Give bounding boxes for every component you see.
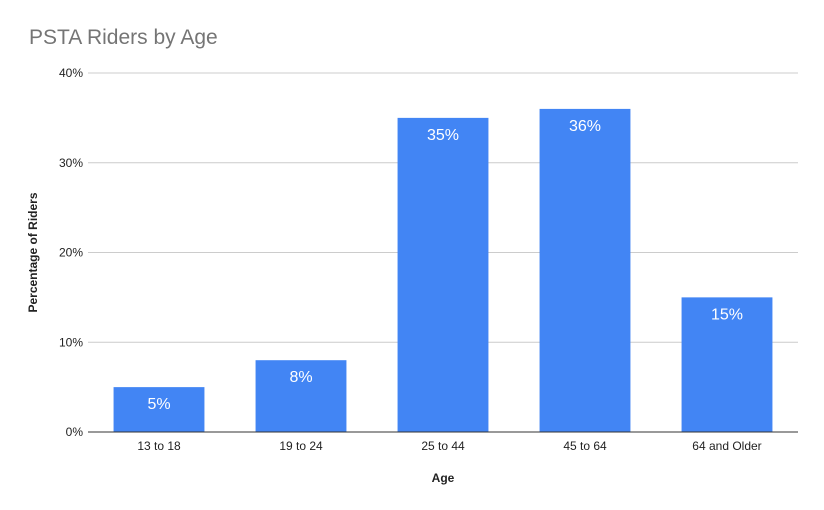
bars (113, 108, 773, 433)
y-axis-ticks: 0% 10% 20% 30% 40% (59, 66, 83, 439)
bar (397, 117, 489, 432)
x-tick-label: 19 to 24 (279, 439, 323, 453)
x-tick-label: 13 to 18 (137, 439, 181, 453)
y-tick-label: 20% (59, 246, 83, 260)
bar (255, 360, 347, 432)
bar (113, 387, 205, 432)
bar-value-label: 5% (147, 396, 170, 413)
x-tick-label: 25 to 44 (421, 439, 465, 453)
y-tick-label: 10% (59, 335, 83, 349)
x-axis-title: Age (432, 471, 455, 485)
x-tick-label: 64 and Older (692, 439, 761, 453)
y-tick-label: 30% (59, 156, 83, 170)
y-tick-label: 40% (59, 66, 83, 80)
bar-value-label: 8% (289, 369, 312, 386)
bar-data-labels: 5% 8% 35% 36% 15% (147, 118, 743, 413)
bar-value-label: 15% (711, 306, 743, 323)
y-axis-title: Percentage of Riders (26, 192, 40, 312)
bar-value-label: 36% (569, 118, 601, 135)
bar (681, 297, 773, 432)
bar (539, 108, 631, 433)
x-axis-ticks: 13 to 18 19 to 24 25 to 44 45 to 64 64 and O… (137, 439, 761, 453)
x-tick-label: 45 to 64 (563, 439, 607, 453)
y-tick-label: 0% (66, 425, 84, 439)
bar-value-label: 35% (427, 127, 459, 144)
chart-title: PSTA Riders by Age (29, 26, 218, 49)
